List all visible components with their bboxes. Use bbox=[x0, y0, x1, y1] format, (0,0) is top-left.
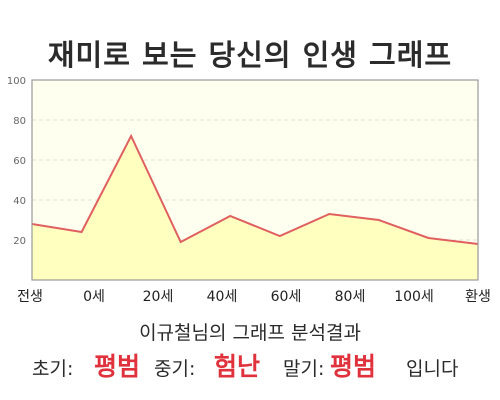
x-tick-label: 전생 bbox=[17, 289, 43, 305]
late-label: 말기: bbox=[283, 358, 325, 380]
x-tick-label: 20세 bbox=[143, 289, 174, 305]
early-value: 평범 bbox=[94, 352, 141, 381]
y-tick-label: 80 bbox=[13, 116, 26, 127]
chart-title: 재미로 보는 당신의 인생 그래프 bbox=[47, 38, 453, 72]
x-axis: 전생 0세 20세 40세 60세 80세 100세 환생 bbox=[17, 289, 491, 305]
x-tick-label: 0세 bbox=[83, 289, 105, 305]
x-tick-label: 40세 bbox=[207, 289, 238, 305]
x-tick-label: 100세 bbox=[394, 289, 434, 305]
y-tick-label: 60 bbox=[13, 156, 26, 167]
y-tick-label: 100 bbox=[7, 76, 26, 87]
plot-border bbox=[31, 79, 479, 281]
analysis-result: 초기: 평범 중기: 험난 말기: 평범 입니다 bbox=[0, 344, 500, 384]
early-label: 초기: bbox=[32, 358, 74, 380]
y-axis: 20 40 60 80 100 bbox=[7, 76, 26, 247]
x-tick-label: 환생 bbox=[465, 289, 491, 305]
y-tick-label: 20 bbox=[13, 236, 26, 247]
x-tick-label: 60세 bbox=[271, 289, 302, 305]
analysis-caption: 이규철님의 그래프 분석결과 bbox=[139, 322, 361, 344]
series-line bbox=[31, 133, 479, 245]
life-graph-chart: 20 40 60 80 100 전생 0세 20세 40세 60세 80세 100세 환생 bbox=[7, 76, 491, 305]
middle-label: 중기: bbox=[154, 358, 196, 380]
y-tick-label: 40 bbox=[13, 196, 26, 207]
x-tick-label: 80세 bbox=[335, 289, 366, 305]
middle-value: 험난 bbox=[214, 352, 261, 381]
series-area bbox=[32, 136, 478, 280]
late-value: 평범 bbox=[330, 352, 377, 381]
result-suffix: 입니다 bbox=[406, 358, 459, 380]
